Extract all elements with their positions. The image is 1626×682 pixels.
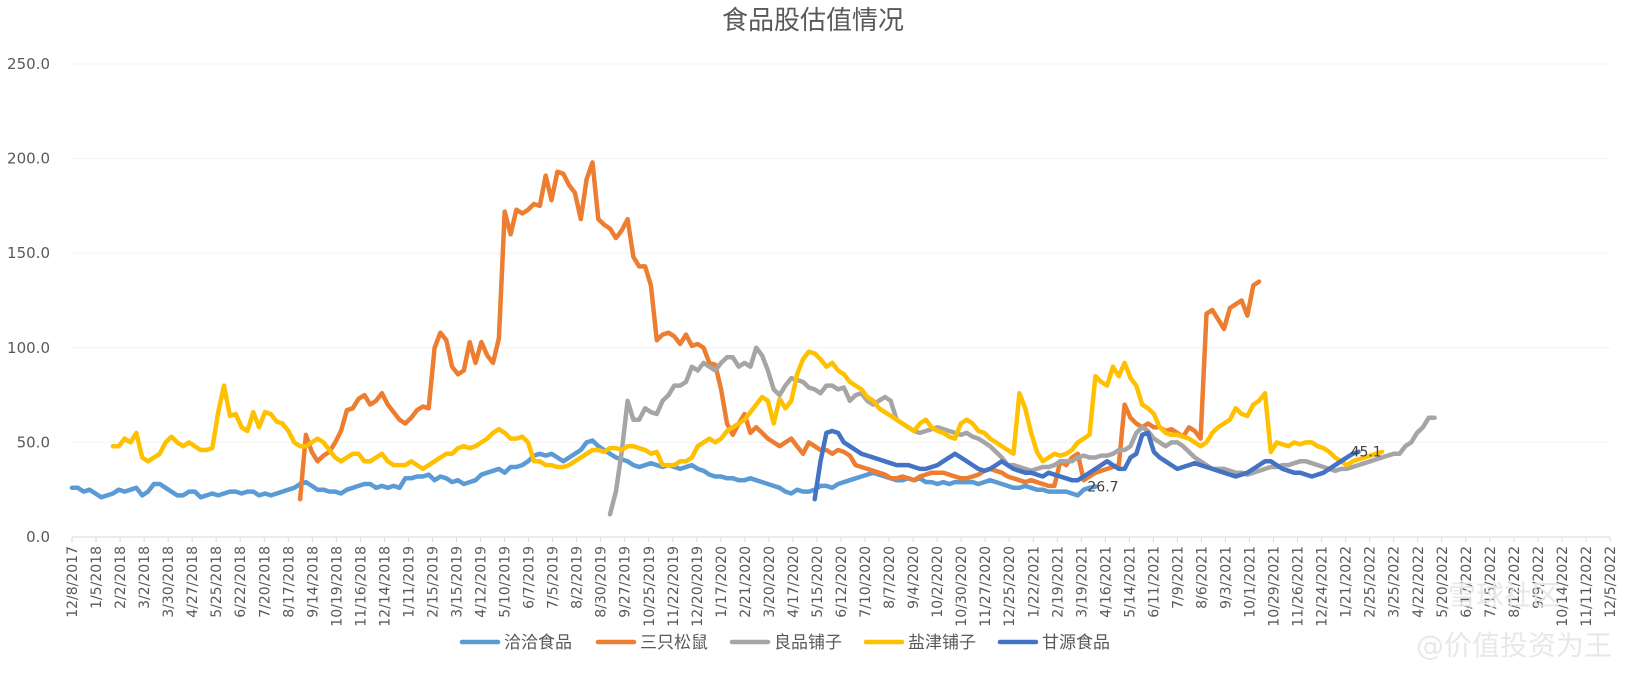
x-tick-label: 9/9/2022 (1531, 546, 1547, 609)
grid (72, 63, 1610, 443)
x-tick-label: 10/29/2021 (1267, 546, 1283, 627)
series-line (607, 345, 1437, 517)
series-line (297, 160, 1262, 502)
x-tick-label: 2/19/2021 (1050, 546, 1066, 618)
x-tick-label: 6/22/2018 (233, 546, 249, 618)
x-tick-label: 2/15/2019 (425, 546, 441, 618)
x-tick-label: 1/11/2019 (401, 546, 417, 618)
x-tick-label: 1/17/2020 (714, 546, 730, 618)
x-tick-label: 8/17/2018 (281, 546, 297, 618)
x-tick-label: 11/22/2019 (666, 546, 682, 627)
y-axis: 0.0 50.0 100.0 150.0 200.0 250.0 (7, 55, 50, 546)
y-tick-label: 250.0 (7, 55, 50, 73)
watermark: 雪球社区 @价值投资为王 (1416, 579, 1612, 662)
x-tick-label: 1/21/2022 (1339, 546, 1355, 618)
x-tick-label: 11/26/2021 (1291, 546, 1307, 627)
x-tick-label: 7/10/2020 (858, 546, 874, 618)
y-tick-label: 150.0 (7, 244, 50, 262)
end-value-label: 45.1 (1351, 445, 1382, 461)
x-tick-label: 9/27/2019 (618, 546, 634, 618)
y-tick-label: 200.0 (7, 150, 50, 168)
x-tick-label: 12/24/2021 (1315, 546, 1331, 627)
legend-label: 盐津铺子 (908, 633, 976, 653)
x-tick-label: 1/5/2018 (89, 546, 105, 609)
x-tick-label: 7/20/2018 (257, 546, 273, 618)
x-tick-label: 2/21/2020 (738, 546, 754, 618)
x-tick-label: 9/4/2020 (906, 546, 922, 609)
x-tick-label: 6/12/2020 (834, 546, 850, 618)
chart-title: 食品股估值情况 (722, 6, 904, 36)
x-tick-label: 8/12/2022 (1507, 546, 1523, 618)
x-tick-label: 3/15/2019 (450, 546, 466, 618)
x-tick-label: 3/19/2021 (1074, 546, 1090, 618)
x-tick-label: 2/25/2022 (1363, 546, 1379, 618)
x-tick-label: 9/3/2021 (1219, 546, 1235, 609)
x-tick-label: 10/1/2021 (1243, 546, 1259, 618)
x-tick-label: 6/11/2021 (1146, 546, 1162, 618)
y-tick-label: 100.0 (7, 339, 50, 357)
x-tick-label: 5/15/2020 (810, 546, 826, 618)
x-axis: 12/8/2017 1/5/2018 2/2/2018 3/2/2018 3/30/20… (65, 536, 1619, 627)
x-tick-label: 8/7/2020 (882, 546, 898, 609)
x-tick-label: 12/25/2020 (1002, 546, 1018, 627)
x-tick-label: 10/14/2022 (1555, 546, 1571, 627)
series-lines (69, 160, 1437, 517)
x-tick-label: 2/2/2018 (113, 546, 129, 609)
watermark-line1: 雪球社区 (1448, 579, 1560, 612)
legend-label: 甘源食品 (1042, 633, 1110, 653)
x-tick-label: 6/7/2019 (522, 546, 538, 609)
y-tick-label: 50.0 (17, 433, 50, 451)
watermark-line2: @价值投资为王 (1416, 629, 1612, 662)
x-tick-label: 7/15/2022 (1483, 546, 1499, 618)
x-tick-label: 11/11/2022 (1579, 546, 1595, 627)
x-tick-label: 12/14/2018 (377, 546, 393, 627)
x-tick-label: 5/14/2021 (1122, 546, 1138, 618)
x-tick-label: 9/14/2018 (305, 546, 321, 618)
x-tick-label: 12/20/2019 (690, 546, 706, 627)
x-tick-label: 3/30/2018 (161, 546, 177, 618)
x-tick-label: 8/6/2021 (1194, 546, 1210, 609)
series-line (110, 349, 1385, 472)
x-tick-label: 8/30/2019 (594, 546, 610, 618)
x-tick-label: 4/17/2020 (786, 546, 802, 618)
end-value-label: 26.7 (1087, 479, 1118, 495)
y-tick-label: 0.0 (26, 528, 50, 546)
legend-label: 三只松鼠 (640, 633, 708, 653)
legend-label: 良品铺子 (774, 633, 842, 653)
x-tick-label: 4/16/2021 (1098, 546, 1114, 618)
x-tick-label: 12/5/2022 (1603, 546, 1619, 618)
x-tick-label: 10/25/2019 (642, 546, 658, 627)
x-tick-label: 7/9/2021 (1170, 546, 1186, 609)
x-tick-label: 5/25/2018 (209, 546, 225, 618)
x-tick-label: 7/5/2019 (546, 546, 562, 609)
legend-label: 洽洽食品 (504, 633, 572, 653)
x-tick-label: 10/19/2018 (329, 546, 345, 627)
x-tick-label: 5/10/2019 (498, 546, 514, 618)
x-tick-label: 4/22/2022 (1411, 546, 1427, 618)
x-tick-label: 8/2/2019 (570, 546, 586, 609)
end-labels: 26.7 45.1 (1087, 445, 1381, 496)
x-tick-label: 3/20/2020 (762, 546, 778, 618)
series-line (69, 438, 1098, 500)
x-tick-label: 1/22/2021 (1026, 546, 1042, 618)
x-tick-label: 11/27/2020 (978, 546, 994, 627)
x-tick-label: 3/25/2022 (1387, 546, 1403, 618)
x-tick-label: 3/2/2018 (137, 546, 153, 609)
x-tick-label: 4/27/2018 (185, 546, 201, 618)
series-line (812, 428, 1361, 502)
x-tick-label: 6/17/2022 (1459, 546, 1475, 618)
x-tick-label: 5/20/2022 (1435, 546, 1451, 618)
x-tick-label: 12/8/2017 (65, 546, 81, 618)
x-tick-label: 10/2/2020 (930, 546, 946, 618)
legend: 洽洽食品 三只松鼠 良品铺子 盐津铺子 甘源食品 (459, 633, 1110, 653)
x-tick-label: 4/12/2019 (474, 546, 490, 618)
x-tick-label: 11/16/2018 (353, 546, 369, 627)
x-tick-label: 10/30/2020 (954, 546, 970, 627)
